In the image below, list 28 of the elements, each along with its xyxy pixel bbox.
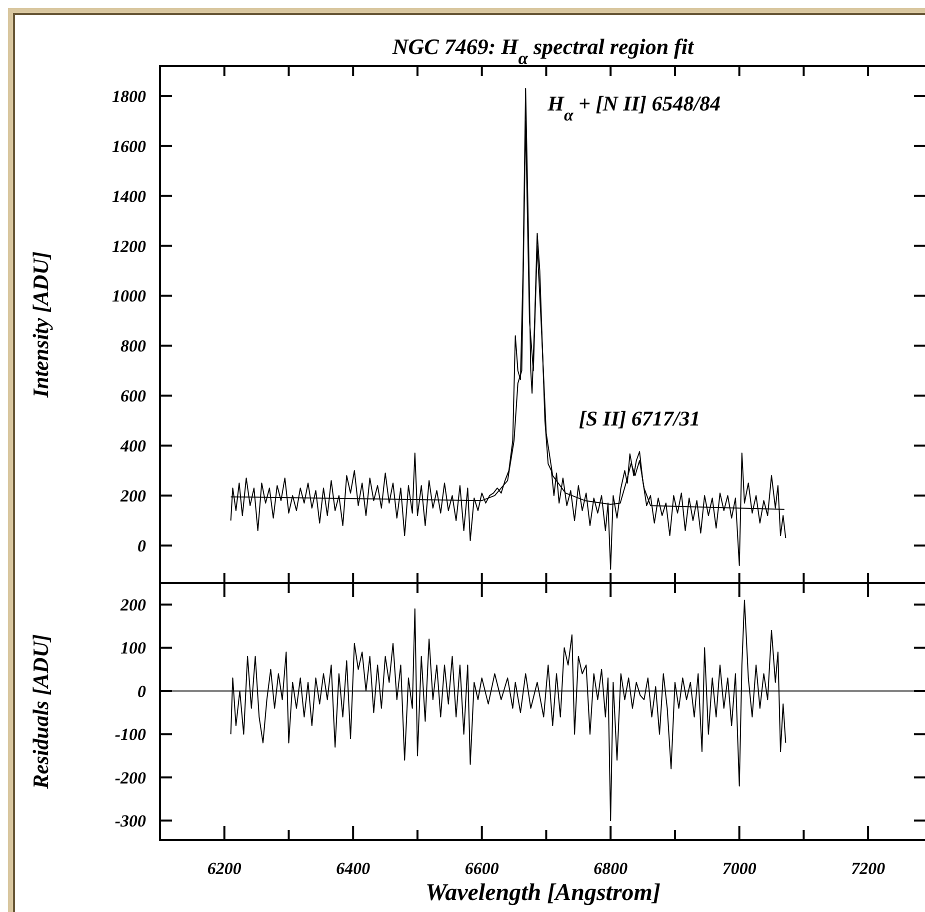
y-tick-label: 0 [138, 536, 146, 556]
y-tick-label: 1800 [112, 86, 146, 106]
y-tick-label: 100 [120, 638, 146, 658]
x-tick-label: 6400 [336, 859, 371, 878]
y-tick-label: 1600 [112, 136, 146, 156]
y-axis-title: Residuals [ADU] [28, 634, 53, 790]
y-axis-title: Intensity [ADU] [28, 251, 53, 399]
x-axis-title: Wavelength [Angstrom] [426, 880, 660, 906]
annotation: H$_{α}$ + [N II] 6548/84 [546, 91, 721, 124]
x-tick-label: 7200 [851, 859, 886, 878]
y-tick-label: 1400 [112, 186, 146, 206]
y-tick-label: -300 [114, 812, 146, 831]
x-tick-label: 7000 [722, 859, 757, 878]
y-tick-label: 0 [138, 682, 146, 701]
y-tick-label: 600 [120, 386, 146, 406]
y-tick-label: 1000 [112, 286, 146, 306]
y-tick-label: 1200 [112, 236, 146, 256]
annotation: [S II] 6717/31 [578, 406, 700, 431]
y-tick-label: 200 [120, 486, 146, 506]
y-tick-label: 400 [120, 436, 146, 456]
x-tick-label: 6600 [464, 859, 500, 878]
chart-title: NGC 7469: H$_{α}$ spectral region fit [391, 34, 694, 68]
y-tick-label: -100 [114, 725, 146, 744]
x-tick-label: 6200 [207, 859, 242, 878]
y-tick-label: -200 [114, 768, 146, 788]
y-tick-label: 200 [120, 596, 146, 615]
x-tick-label: 6800 [594, 859, 628, 878]
y-tick-label: 800 [120, 336, 146, 356]
